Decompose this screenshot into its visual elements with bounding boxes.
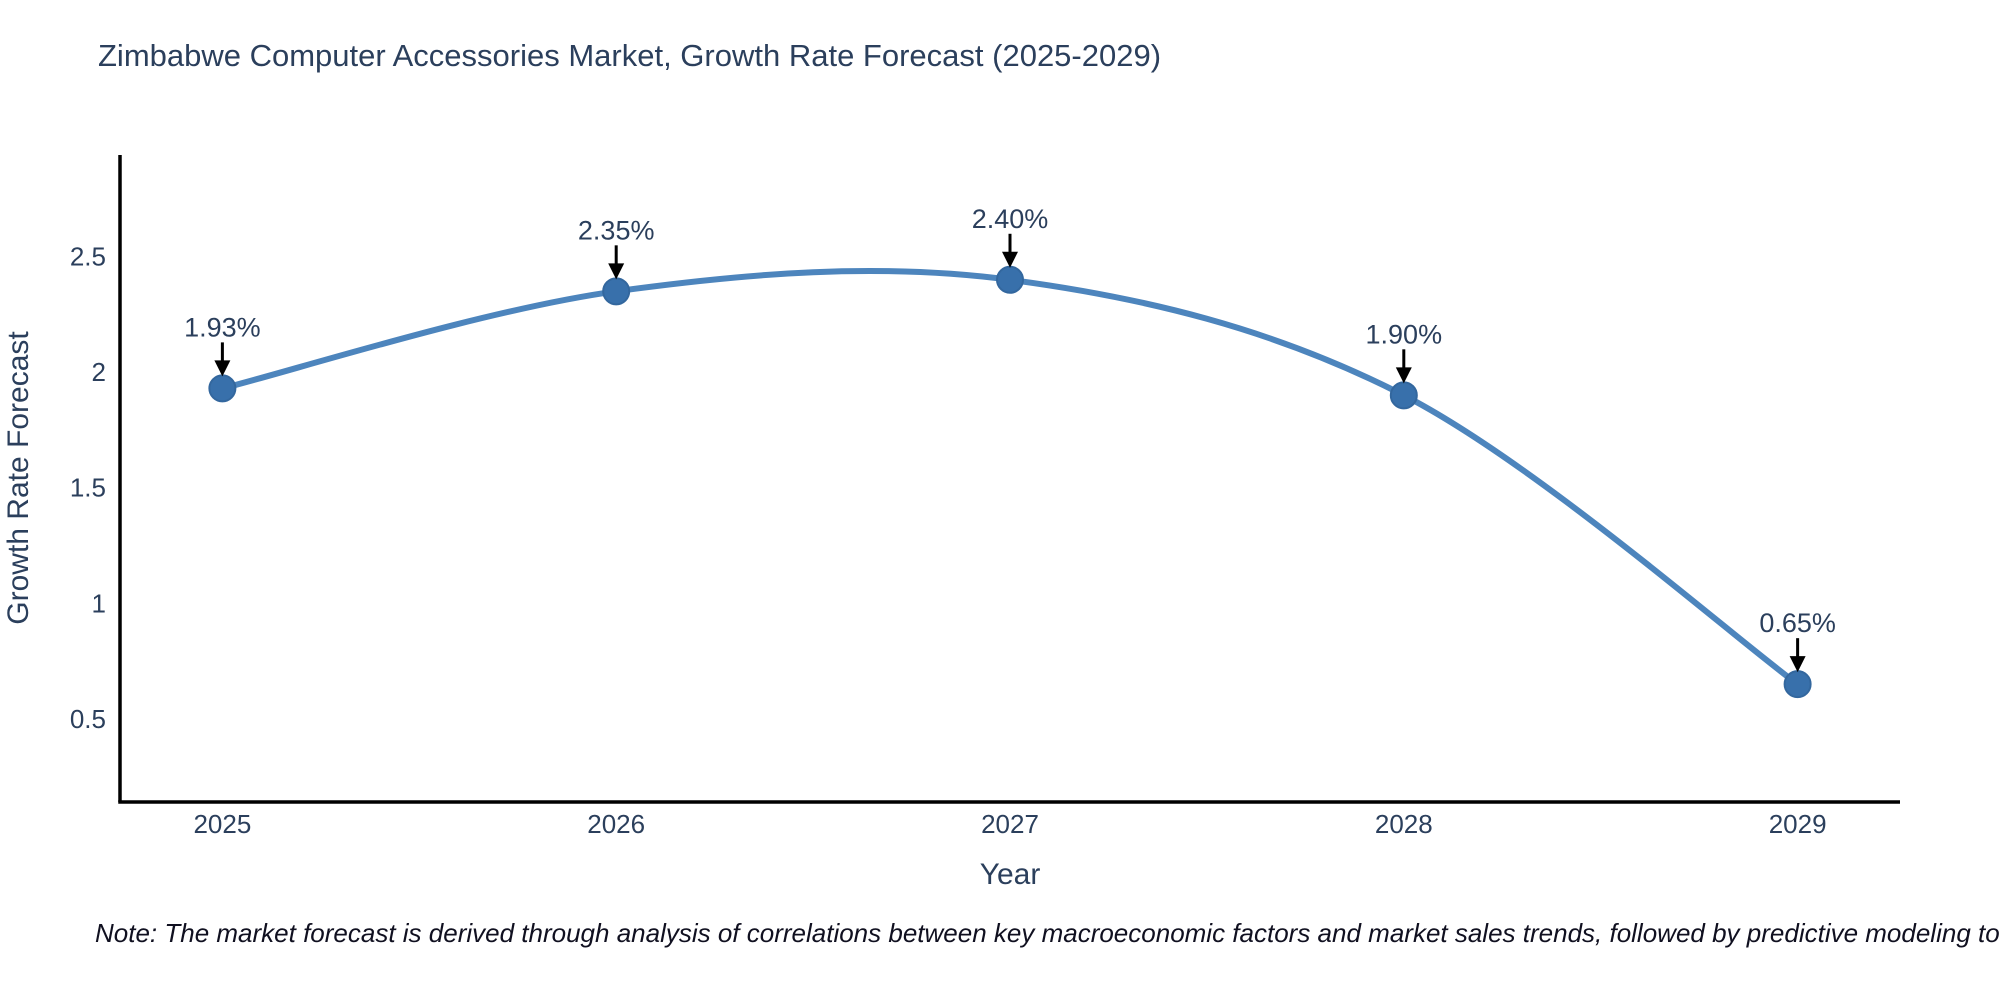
x-tick-label: 2025: [193, 809, 251, 839]
chart-title: Zimbabwe Computer Accessories Market, Gr…: [98, 38, 1161, 73]
annotation-arrow-head-icon: [1789, 656, 1806, 673]
y-tick-label: 1.5: [70, 473, 106, 503]
x-tick-label: 2029: [1769, 809, 1827, 839]
y-tick-label: 0.5: [70, 704, 106, 734]
annotation-arrow-head-icon: [1395, 367, 1412, 384]
annotation-arrow-head-icon: [214, 360, 231, 377]
data-point-marker: [208, 374, 237, 403]
x-tick-label: 2028: [1375, 809, 1433, 839]
data-point-marker: [1389, 381, 1418, 410]
y-axis-title: Growth Rate Forecast: [2, 331, 35, 625]
annotation-arrow-head-icon: [608, 263, 625, 280]
y-tick-label: 1: [92, 588, 106, 618]
annotation-arrow-head-icon: [1002, 251, 1018, 268]
data-point-label: 1.93%: [184, 312, 261, 342]
plot-area: 0.5 1 1.5 2 2.5 2025 2026 2027 2028 2029 1.93% 2.35…: [70, 204, 1836, 839]
x-tick-label: 2026: [587, 809, 645, 839]
data-point-marker: [602, 277, 631, 306]
data-point-label: 2.40%: [972, 204, 1049, 234]
x-tick-label: 2027: [981, 809, 1039, 839]
data-point-label: 0.65%: [1759, 608, 1836, 638]
y-tick-label: 2.5: [70, 242, 106, 272]
x-axis-title: Year: [980, 858, 1041, 891]
footnote: Note: The market forecast is derived thr…: [95, 918, 2000, 948]
data-point-label: 2.35%: [578, 215, 655, 245]
y-tick-label: 2: [92, 357, 106, 387]
forecast-spline-line: [219, 267, 1801, 688]
data-point-label: 1.90%: [1366, 319, 1443, 349]
data-point-marker: [996, 265, 1024, 294]
data-point-marker: [1783, 670, 1812, 699]
